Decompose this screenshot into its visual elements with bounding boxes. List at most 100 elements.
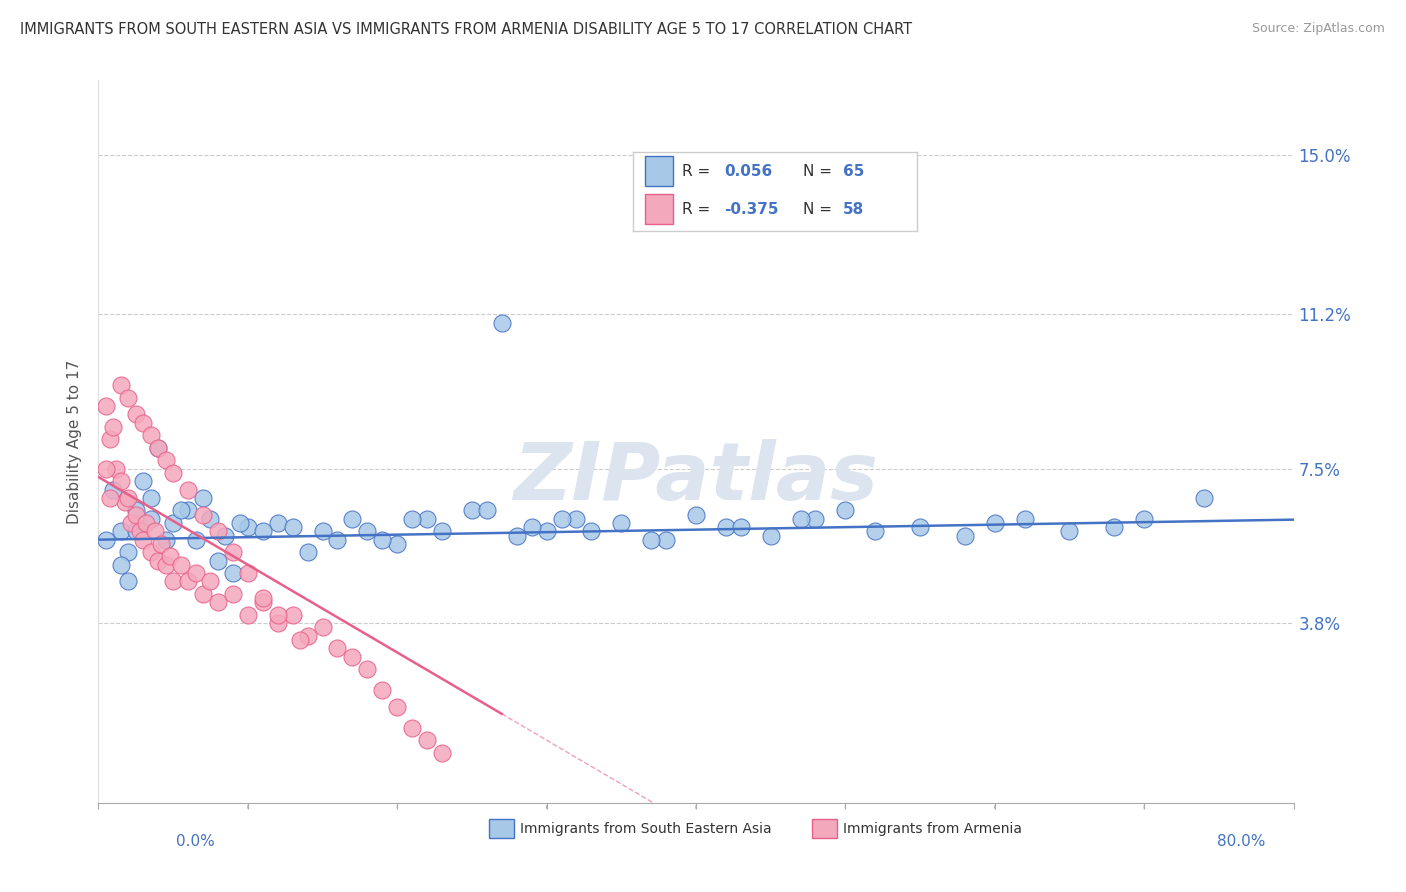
Point <box>581 524 603 539</box>
Point <box>150 537 173 551</box>
Text: ZIPatlas: ZIPatlas <box>513 439 879 516</box>
Point <box>162 466 184 480</box>
Point <box>94 533 117 547</box>
Point <box>103 483 125 497</box>
Point <box>311 620 333 634</box>
Point <box>98 491 122 505</box>
Point <box>326 533 349 547</box>
Point <box>132 533 155 547</box>
Point <box>222 587 245 601</box>
Point <box>356 524 378 539</box>
Point <box>110 524 132 539</box>
Point <box>148 441 170 455</box>
Point <box>191 491 214 505</box>
Point <box>105 461 128 475</box>
Point <box>117 391 139 405</box>
Point <box>129 524 152 539</box>
Point <box>169 558 191 572</box>
Point <box>281 520 304 534</box>
Point <box>281 607 304 622</box>
Bar <box>645 156 673 186</box>
Point <box>342 512 364 526</box>
Point <box>159 549 181 564</box>
Point <box>356 662 378 676</box>
Point <box>401 721 423 735</box>
Point <box>222 566 245 580</box>
Point <box>125 503 148 517</box>
Point <box>110 378 132 392</box>
Point <box>94 399 117 413</box>
Text: 0.0%: 0.0% <box>176 834 215 849</box>
Point <box>148 441 170 455</box>
Point <box>103 420 125 434</box>
Point <box>177 574 200 589</box>
Point <box>789 512 811 526</box>
Point <box>125 408 148 422</box>
Point <box>640 533 662 547</box>
Point <box>184 566 207 580</box>
Text: N =: N = <box>803 164 837 179</box>
Point <box>143 524 166 539</box>
Point <box>655 533 678 547</box>
Text: Source: ZipAtlas.com: Source: ZipAtlas.com <box>1251 22 1385 36</box>
Text: 65: 65 <box>844 164 865 179</box>
Point <box>475 503 498 517</box>
Point <box>267 607 290 622</box>
Point <box>730 520 752 534</box>
Point <box>155 533 177 547</box>
Point <box>177 503 200 517</box>
Point <box>759 528 782 542</box>
Point <box>169 503 191 517</box>
Point <box>207 524 229 539</box>
Point <box>252 591 274 606</box>
Point <box>252 595 274 609</box>
Point <box>117 574 139 589</box>
Point <box>326 641 349 656</box>
Point <box>908 520 931 534</box>
Point <box>139 491 162 505</box>
Point <box>162 574 184 589</box>
Text: Immigrants from South Eastern Asia: Immigrants from South Eastern Asia <box>520 822 770 836</box>
Point <box>1014 512 1036 526</box>
Text: 0.056: 0.056 <box>724 164 772 179</box>
Point <box>1059 524 1081 539</box>
Text: N =: N = <box>803 202 837 217</box>
Point <box>207 595 229 609</box>
Point <box>222 545 245 559</box>
Bar <box>645 194 673 225</box>
Point <box>1192 491 1215 505</box>
Text: -0.375: -0.375 <box>724 202 779 217</box>
Point <box>297 629 319 643</box>
Point <box>311 524 333 539</box>
Point <box>865 524 887 539</box>
Point <box>953 528 976 542</box>
Point <box>114 495 136 509</box>
Point <box>685 508 707 522</box>
Text: Immigrants from Armenia: Immigrants from Armenia <box>844 822 1022 836</box>
Point <box>117 491 139 505</box>
Point <box>610 516 633 530</box>
Point <box>120 516 142 530</box>
Point <box>834 503 856 517</box>
Point <box>804 512 827 526</box>
Point <box>416 733 439 747</box>
Point <box>139 545 162 559</box>
Point <box>416 512 439 526</box>
Point <box>200 512 222 526</box>
Point <box>520 520 543 534</box>
Point <box>1133 512 1156 526</box>
Point <box>385 699 409 714</box>
Point <box>461 503 484 517</box>
Point <box>236 520 259 534</box>
Point <box>229 516 252 530</box>
Point <box>207 553 229 567</box>
Text: 58: 58 <box>844 202 865 217</box>
Point <box>200 574 222 589</box>
Point <box>297 545 319 559</box>
Point <box>430 746 453 760</box>
Point <box>491 316 513 330</box>
Point <box>132 416 155 430</box>
Point <box>267 616 290 631</box>
Point <box>155 558 177 572</box>
Point <box>191 508 214 522</box>
